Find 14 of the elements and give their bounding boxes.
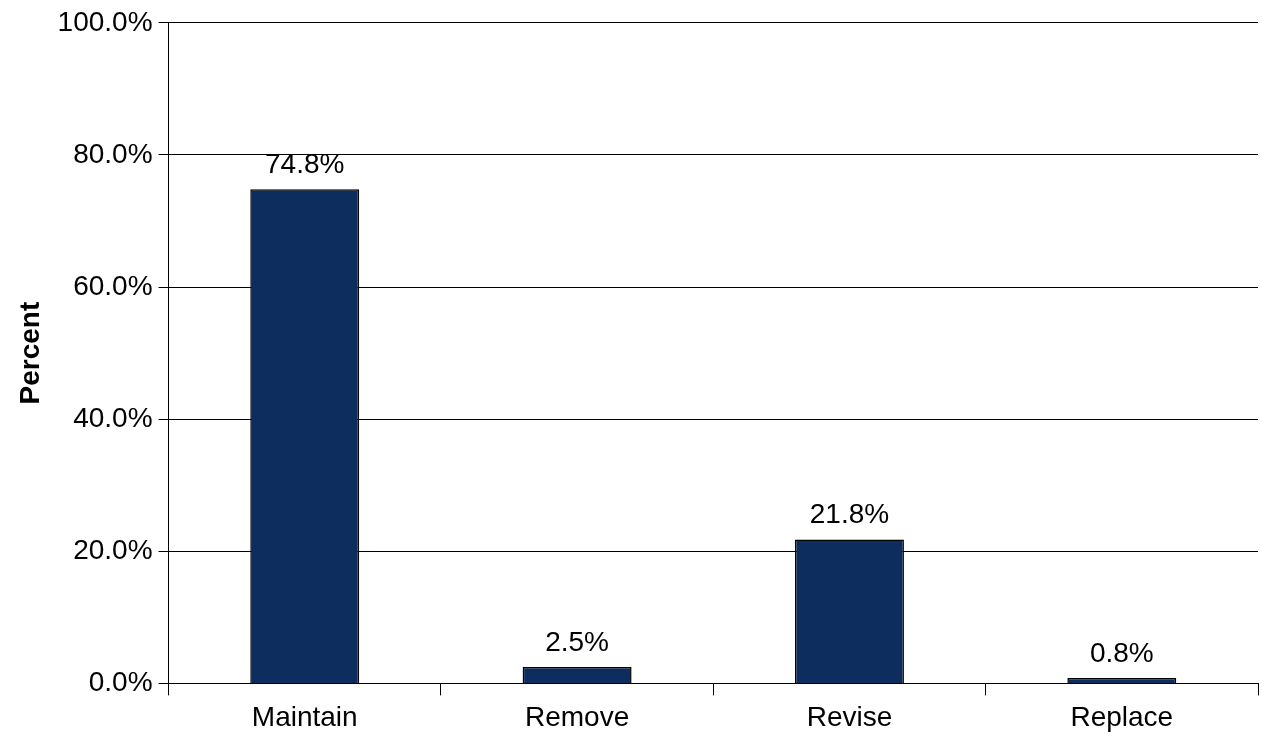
data-label: 21.8% [809, 498, 890, 530]
x-tick-label: Revise [806, 700, 893, 732]
x-tick-label: Replace [1070, 700, 1174, 732]
y-tick-label: 0.0% [88, 666, 153, 698]
y-tick-label: 40.0% [73, 401, 153, 433]
y-tick-label: 100.0% [57, 5, 153, 37]
y-axis-title: Percent [13, 301, 45, 405]
x-tick-label: Maintain [251, 700, 358, 732]
y-tick-label: 60.0% [73, 269, 153, 301]
data-label: 0.8% [1089, 636, 1154, 668]
y-tick-label: 20.0% [73, 534, 153, 565]
data-label: 2.5% [545, 625, 610, 657]
x-tick-label: Remove [524, 700, 630, 732]
y-tick-label: 80.0% [73, 137, 153, 169]
